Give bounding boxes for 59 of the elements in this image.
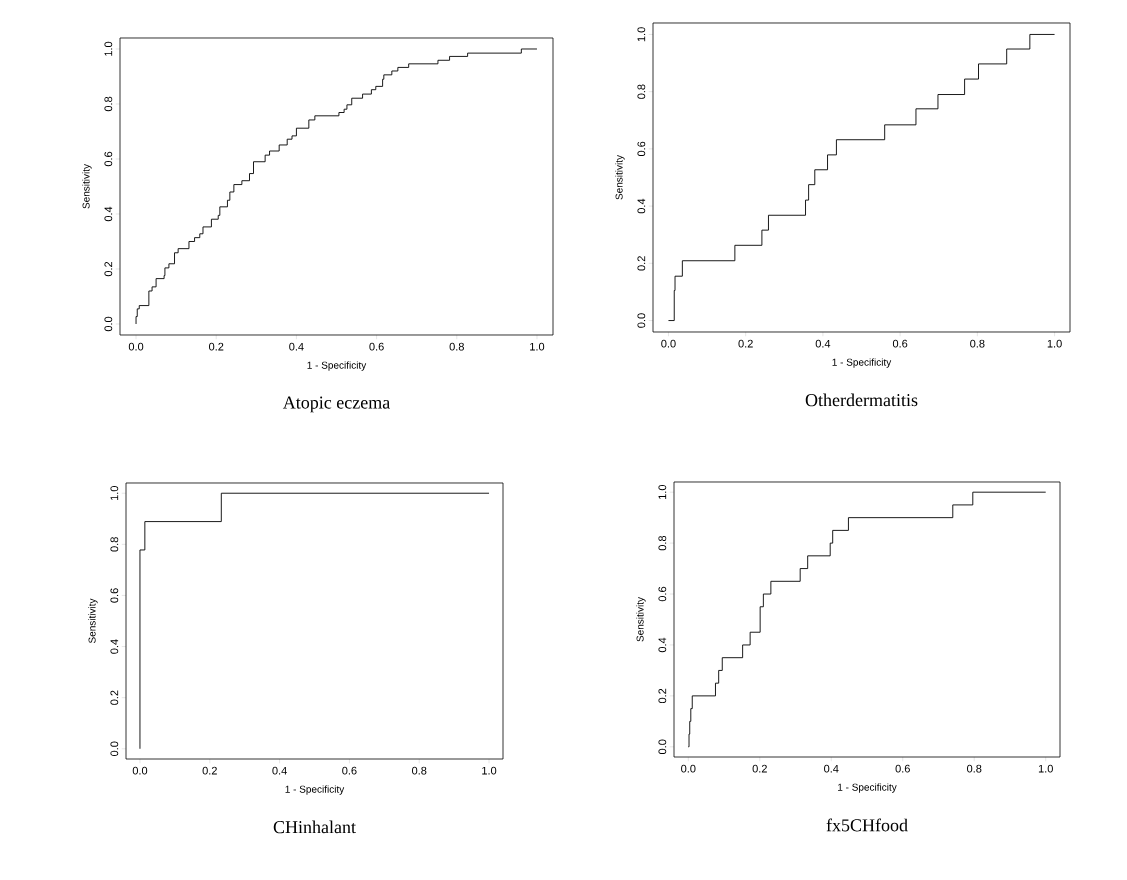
x-tick-label: 0.2 [209,342,224,351]
y-tick-label: 0.8 [637,84,646,99]
x-tick-label: 0.4 [289,342,304,351]
y-tick-label: 0.0 [658,739,667,755]
x-axis-title: 1 - Specificity [285,785,345,795]
y-tick-label: 1.0 [658,484,667,499]
y-tick-label: 0.0 [104,316,113,332]
x-tick-label: 0.2 [752,764,767,773]
x-tick-label: 0.6 [342,766,357,775]
y-tick-label: 0.8 [104,96,113,112]
x-tick-label: 1.0 [1038,764,1053,773]
y-tick-label: 0.2 [658,688,667,704]
y-tick-label: 0.6 [658,586,667,602]
x-tick-label: 0.2 [738,339,753,348]
x-tick-label: 0.6 [895,764,910,773]
text: Atopic eczema [282,396,390,413]
x-axis-title: 1 - Specificity [307,361,367,371]
y-tick-label: 0.0 [110,741,119,756]
x-axis-title: 1 - Specificity [838,783,897,793]
x-tick-label: 0.8 [412,766,427,775]
x-axis-title: 1 - Specificity [832,358,892,368]
y-tick-label: 0.8 [658,535,667,551]
y-tick-label: 0.2 [104,261,113,277]
x-tick-label: 0.4 [824,764,839,773]
x-tick-label: 0.8 [970,339,985,348]
y-tick-label: 0.6 [110,588,119,603]
y-tick-label: 0.0 [637,313,646,328]
y-axis-title: Sensitivity [636,597,646,642]
x-tick-label: 0.0 [132,766,148,775]
y-axis-title: Sensitivity [88,598,98,644]
text: Otherdermatitis [805,393,918,407]
x-tick-label: 0.4 [272,766,287,775]
x-tick-label: 0.6 [892,339,908,348]
x-tick-label: 0.2 [202,766,217,775]
x-tick-label: 0.6 [369,342,384,351]
x-tick-label: 0.0 [128,342,144,351]
y-tick-label: 0.2 [637,256,646,271]
y-tick-label: 0.4 [110,639,119,654]
x-tick-label: 0.0 [681,764,696,773]
x-tick-label: 0.8 [967,764,982,773]
y-tick-label: 0.4 [637,198,646,214]
x-tick-label: 0.8 [449,342,464,351]
text: CHinhalant [273,820,356,834]
y-axis-title: Sensitivity [82,164,92,209]
y-tick-label: 0.8 [110,537,119,552]
x-tick-label: 0.4 [815,339,831,348]
y-tick-label: 0.6 [637,141,646,157]
x-tick-label: 1.0 [1047,339,1062,348]
y-tick-label: 0.6 [104,151,113,167]
x-tick-label: 1.0 [530,342,545,351]
y-tick-label: 0.4 [104,206,113,222]
text: fx5CHfood [826,818,908,832]
y-tick-label: 0.2 [110,690,119,705]
y-tick-label: 0.4 [658,637,667,653]
y-tick-label: 1.0 [110,486,119,501]
y-axis-title: Sensitivity [615,155,625,200]
x-tick-label: 1.0 [482,766,497,775]
y-tick-label: 1.0 [637,27,646,42]
y-tick-label: 1.0 [104,41,113,56]
